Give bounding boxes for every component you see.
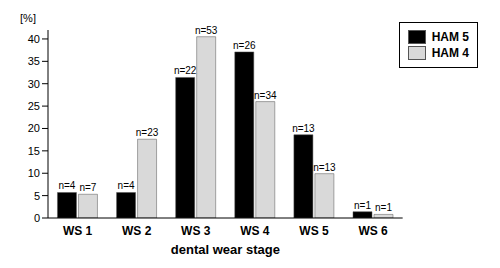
svg-text:WS 4: WS 4 [240,224,270,238]
svg-text:WS 3: WS 3 [181,224,211,238]
svg-text:WS 5: WS 5 [299,224,329,238]
svg-text:dental wear stage: dental wear stage [171,242,280,257]
svg-text:5: 5 [34,190,40,202]
svg-text:15: 15 [28,145,40,157]
svg-text:n=7: n=7 [79,182,96,193]
svg-text:WS 1: WS 1 [63,224,93,238]
svg-text:n=1: n=1 [354,200,371,211]
svg-text:n=13: n=13 [292,123,315,134]
svg-text:n=53: n=53 [195,25,218,36]
svg-text:n=4: n=4 [118,180,135,191]
svg-text:n=26: n=26 [233,40,256,51]
svg-text:30: 30 [28,78,40,90]
svg-text:n=34: n=34 [254,90,277,101]
svg-text:40: 40 [28,33,40,45]
svg-text:20: 20 [28,122,40,134]
svg-text:n=4: n=4 [58,180,75,191]
svg-text:35: 35 [28,55,40,67]
svg-text:25: 25 [28,100,40,112]
svg-text:0: 0 [34,212,40,224]
svg-text:WS 6: WS 6 [358,224,388,238]
html-text:HAM 5: HAM 5 [431,30,469,44]
svg-text:n=13: n=13 [313,162,336,173]
svg-text:WS 2: WS 2 [122,224,152,238]
html-text:HAM 4: HAM 4 [431,46,469,60]
svg-text:[%]: [%] [20,12,36,24]
svg-text:n=23: n=23 [136,127,159,138]
svg-text:10: 10 [28,167,40,179]
svg-text:n=22: n=22 [174,65,197,76]
svg-text:n=1: n=1 [375,202,392,213]
